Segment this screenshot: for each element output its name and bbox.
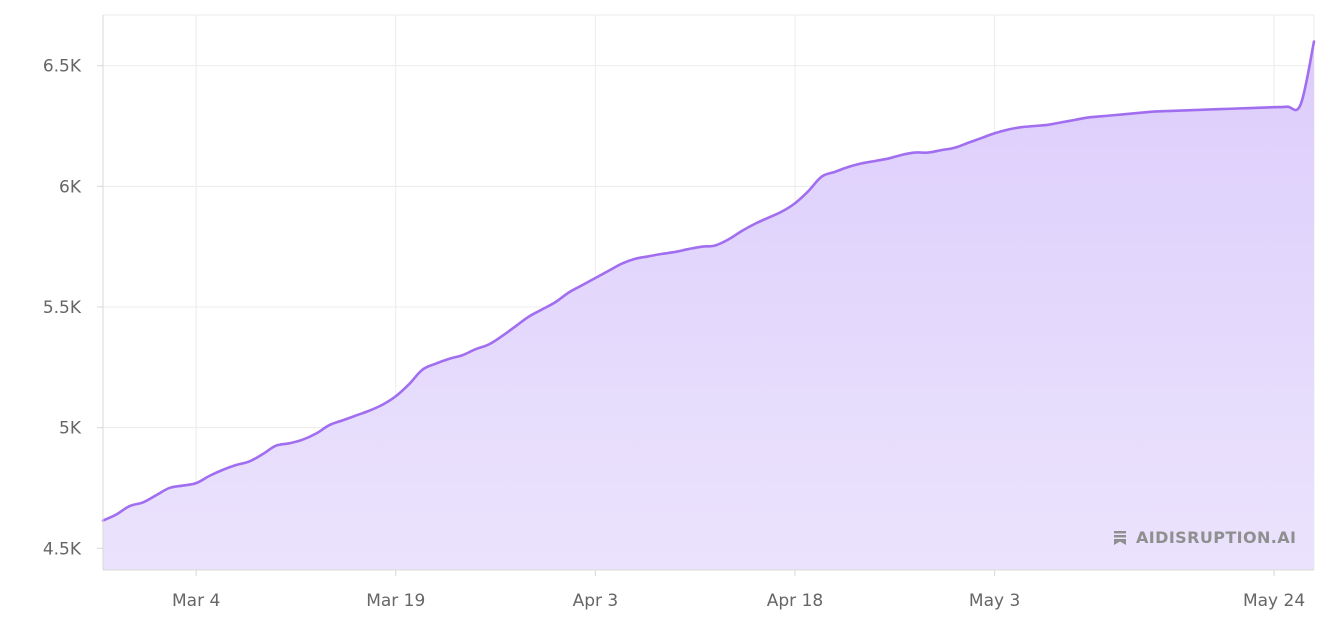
y-tick-label: 6.5K xyxy=(43,57,82,77)
x-tick-label: Mar 19 xyxy=(366,591,425,611)
x-tick-label: Mar 4 xyxy=(172,591,220,611)
series-area xyxy=(103,41,1314,571)
x-tick-label: May 3 xyxy=(969,591,1020,611)
x-tick-label: May 24 xyxy=(1243,591,1305,611)
x-tick-label: Apr 3 xyxy=(573,591,619,611)
watermark-text: AIDISRUPTION.AI xyxy=(1136,528,1297,547)
area-layer xyxy=(101,40,1316,571)
y-tick-label: 4.5K xyxy=(43,539,82,559)
y-tick-label: 5.5K xyxy=(43,298,82,318)
y-tick-label: 5K xyxy=(59,419,82,439)
bookmark-stack-icon xyxy=(1114,530,1126,545)
series-line xyxy=(101,40,1316,522)
watermark: AIDISRUPTION.AI xyxy=(1112,528,1296,547)
x-tick-label: Apr 18 xyxy=(767,591,823,611)
y-tick-label: 6K xyxy=(59,177,82,197)
tick-labels: 4.5K 5K 5.5K 6K 6.5K Mar 4 Mar 19 Apr 3 Apr 18 Ma… xyxy=(43,57,1305,611)
axes xyxy=(97,15,1314,576)
